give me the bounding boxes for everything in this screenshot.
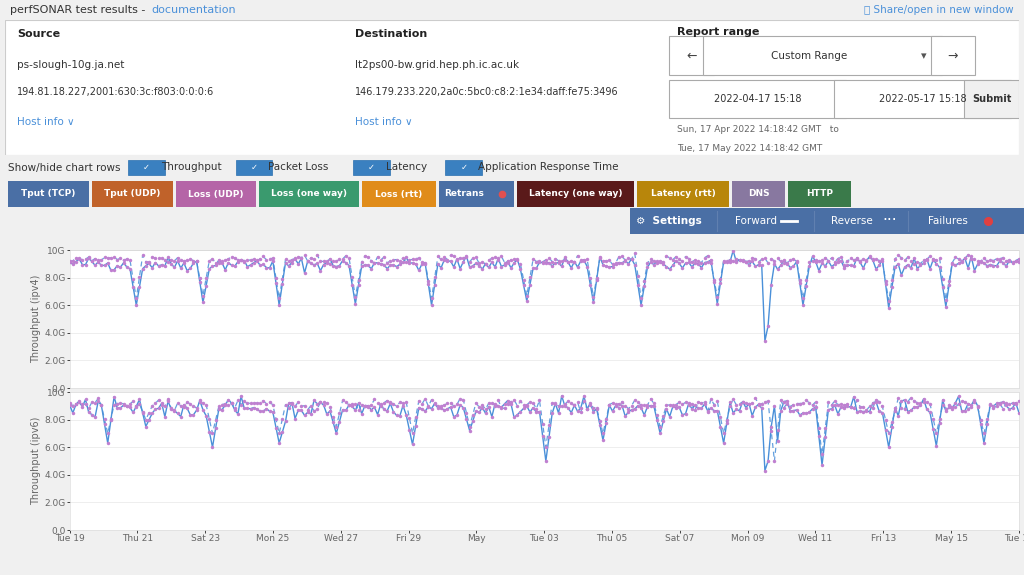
Text: 🔗 Share/open in new window: 🔗 Share/open in new window bbox=[864, 5, 1014, 15]
Text: ✓: ✓ bbox=[143, 163, 150, 171]
Y-axis label: Throughput (ipv6): Throughput (ipv6) bbox=[32, 417, 41, 505]
Text: lt2ps00-bw.grid.hep.ph.ic.ac.uk: lt2ps00-bw.grid.hep.ph.ic.ac.uk bbox=[355, 60, 519, 71]
Bar bbox=[787, 181, 851, 207]
Bar bbox=[439, 181, 514, 207]
Text: ···: ··· bbox=[883, 213, 897, 228]
Text: Forward: Forward bbox=[734, 216, 777, 226]
Text: ps-slough-10g.ja.net: ps-slough-10g.ja.net bbox=[17, 60, 125, 71]
Text: Throughput: Throughput bbox=[161, 162, 221, 172]
Text: Destination: Destination bbox=[355, 29, 427, 40]
Text: Loss (one way): Loss (one way) bbox=[271, 190, 347, 198]
Text: perfSONAR test results -: perfSONAR test results - bbox=[10, 5, 150, 15]
FancyBboxPatch shape bbox=[236, 160, 272, 175]
FancyBboxPatch shape bbox=[965, 80, 1019, 118]
Text: Tput (TCP): Tput (TCP) bbox=[22, 190, 76, 198]
Text: Failures: Failures bbox=[929, 216, 968, 226]
Bar bbox=[259, 181, 358, 207]
Text: Retrans: Retrans bbox=[444, 190, 484, 198]
Bar bbox=[630, 208, 1024, 234]
Text: ▾: ▾ bbox=[921, 51, 927, 61]
Text: Host info ∨: Host info ∨ bbox=[355, 117, 413, 127]
Text: Tput (UDP): Tput (UDP) bbox=[104, 190, 161, 198]
FancyBboxPatch shape bbox=[445, 160, 482, 175]
Text: ✓: ✓ bbox=[369, 163, 375, 171]
Text: 2022-04-17 15:18: 2022-04-17 15:18 bbox=[714, 94, 801, 104]
Text: 2022-05-17 15:18: 2022-05-17 15:18 bbox=[879, 94, 967, 104]
Text: Sun, 17 Apr 2022 14:18:42 GMT   to: Sun, 17 Apr 2022 14:18:42 GMT to bbox=[677, 125, 839, 135]
Text: Host info ∨: Host info ∨ bbox=[17, 117, 75, 127]
Text: Source: Source bbox=[17, 29, 60, 40]
FancyBboxPatch shape bbox=[702, 36, 942, 75]
FancyBboxPatch shape bbox=[353, 160, 390, 175]
Bar bbox=[361, 181, 436, 207]
Bar bbox=[176, 181, 256, 207]
Bar bbox=[732, 181, 784, 207]
FancyBboxPatch shape bbox=[835, 80, 1011, 118]
Text: Show/hide chart rows: Show/hide chart rows bbox=[8, 163, 121, 172]
Text: Latency (rtt): Latency (rtt) bbox=[651, 190, 716, 198]
Text: →: → bbox=[948, 49, 958, 62]
Bar bbox=[92, 181, 173, 207]
Bar bbox=[8, 181, 89, 207]
Text: Latency (one way): Latency (one way) bbox=[529, 190, 623, 198]
Text: Loss (rtt): Loss (rtt) bbox=[376, 190, 423, 198]
Text: ⚙  Settings: ⚙ Settings bbox=[636, 216, 701, 226]
Text: HTTP: HTTP bbox=[806, 190, 833, 198]
Text: 146.179.233.220,2a0c:5bc0:c8:2:1e34:daff:fe75:3496: 146.179.233.220,2a0c:5bc0:c8:2:1e34:daff… bbox=[355, 87, 618, 98]
Text: Report range: Report range bbox=[677, 27, 760, 37]
FancyBboxPatch shape bbox=[669, 36, 714, 75]
Text: Submit: Submit bbox=[972, 94, 1011, 104]
Text: 194.81.18.227,2001:630:3c:f803:0:0:0:6: 194.81.18.227,2001:630:3c:f803:0:0:0:6 bbox=[17, 87, 215, 98]
FancyBboxPatch shape bbox=[931, 36, 975, 75]
Text: Tue, 17 May 2022 14:18:42 GMT: Tue, 17 May 2022 14:18:42 GMT bbox=[677, 144, 822, 153]
Text: documentation: documentation bbox=[152, 5, 237, 15]
Text: Reverse: Reverse bbox=[831, 216, 872, 226]
Text: ←: ← bbox=[686, 49, 696, 62]
Bar bbox=[517, 181, 635, 207]
Text: Latency: Latency bbox=[386, 162, 427, 172]
Text: Packet Loss: Packet Loss bbox=[268, 162, 329, 172]
Y-axis label: Throughput (ipv4): Throughput (ipv4) bbox=[32, 275, 41, 363]
Text: Custom Range: Custom Range bbox=[771, 51, 847, 61]
Text: Application Response Time: Application Response Time bbox=[478, 162, 618, 172]
Text: ✓: ✓ bbox=[251, 163, 257, 171]
Bar bbox=[638, 181, 729, 207]
Text: DNS: DNS bbox=[748, 190, 769, 198]
FancyBboxPatch shape bbox=[128, 160, 165, 175]
Text: ✓: ✓ bbox=[461, 163, 467, 171]
Text: Loss (UDP): Loss (UDP) bbox=[188, 190, 244, 198]
FancyBboxPatch shape bbox=[669, 80, 846, 118]
